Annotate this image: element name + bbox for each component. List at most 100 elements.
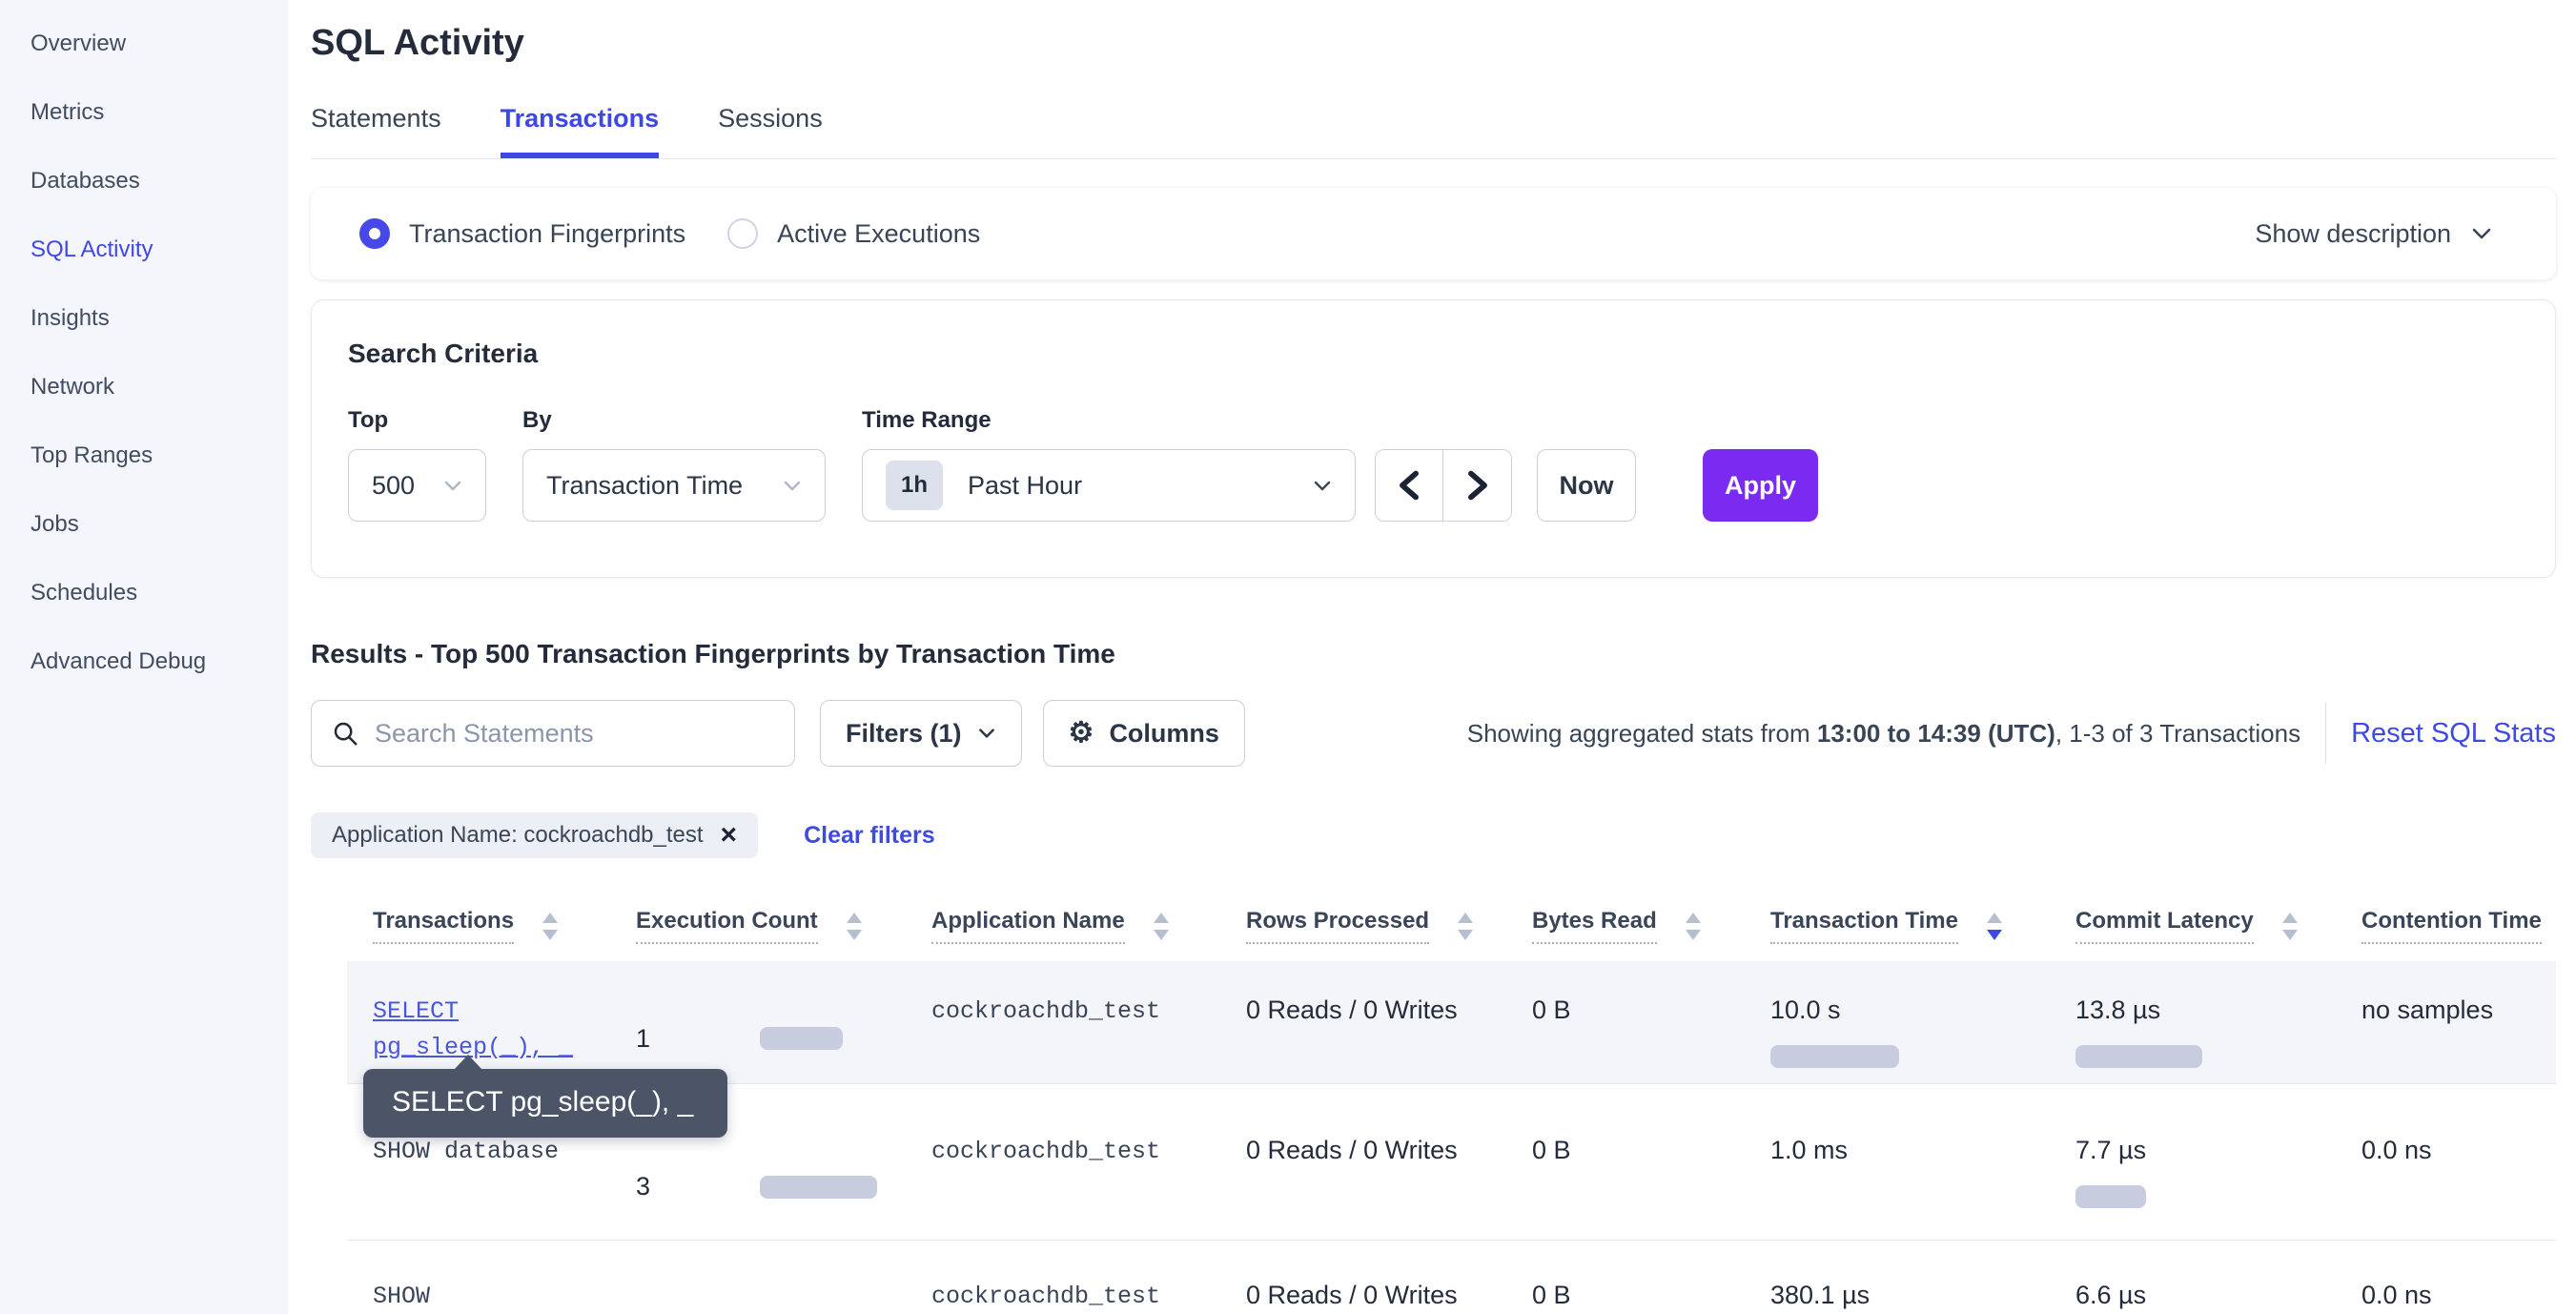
application-name-cell: cockroachdb_test: [931, 1138, 1161, 1165]
application-name-cell: cockroachdb_test: [931, 997, 1161, 1025]
transaction-time-cell: 1.0 ms: [1745, 1134, 2050, 1240]
sort-icon-active-desc[interactable]: [1986, 912, 2002, 940]
filter-chip-label: Application Name: cockroachdb_test: [332, 822, 704, 848]
show-description-label: Show description: [2255, 218, 2451, 248]
transaction-fingerprint-text[interactable]: SHOW application_name: [373, 1283, 431, 1310]
sidebar-item-jobs[interactable]: Jobs: [31, 511, 79, 537]
table-row: SELECT pg_sleep(_), _ 1 cockroachdb_test…: [347, 961, 2556, 1138]
radio-label: Active Executions: [777, 218, 981, 248]
page-title: SQL Activity: [311, 23, 524, 63]
column-header-bytes-read: Bytes Read: [1506, 908, 1745, 944]
time-range-arrows: [1375, 449, 1512, 522]
column-header-label[interactable]: Execution Count: [636, 908, 818, 944]
column-header-label[interactable]: Contention Time: [2361, 908, 2542, 944]
commit-latency-cell: 13.8 µs: [2050, 994, 2336, 1083]
by-field: By Transaction Time: [522, 407, 826, 522]
sort-icon[interactable]: [1153, 912, 1169, 940]
time-range-next-button[interactable]: [1443, 450, 1511, 521]
sort-icon[interactable]: [846, 912, 862, 940]
sort-icon[interactable]: [1685, 912, 1701, 940]
filters-button[interactable]: Filters (1): [820, 700, 1022, 767]
column-header-label[interactable]: Rows Processed: [1246, 908, 1430, 944]
clear-filters-link[interactable]: Clear filters: [804, 821, 935, 849]
transaction-time-value: 380.1 µs: [1770, 1281, 1871, 1309]
applied-filter-chip: Application Name: cockroachdb_test ×: [311, 812, 759, 858]
chevron-left-icon: [1400, 470, 1419, 501]
transaction-fingerprint-text[interactable]: SHOW database: [373, 1138, 560, 1165]
column-header-label[interactable]: Bytes Read: [1532, 908, 1657, 944]
execution-count-bar: [760, 1027, 843, 1050]
application-name-cell: cockroachdb_test: [931, 1283, 1161, 1310]
sidebar-item-insights[interactable]: Insights: [31, 305, 110, 331]
stats-suffix: , 1-3 of 3 Transactions: [2055, 718, 2301, 748]
column-header-label[interactable]: Commit Latency: [2075, 908, 2254, 944]
transaction-fingerprint-link[interactable]: SELECT pg_sleep(_), _: [373, 997, 574, 1061]
radio-unselected-icon[interactable]: [727, 218, 759, 249]
radio-transaction-fingerprints[interactable]: Transaction Fingerprints: [359, 218, 685, 249]
view-toggle-card: Transaction Fingerprints Active Executio…: [311, 188, 2556, 279]
column-header-transaction-time: Transaction Time: [1745, 908, 2050, 944]
sort-icon[interactable]: [1458, 912, 1474, 940]
time-range-select[interactable]: 1h Past Hour: [862, 449, 1356, 522]
search-criteria-row: Top 500 By Transaction Time Time Range 1…: [348, 407, 2519, 522]
sidebar-item-advanced-debug[interactable]: Advanced Debug: [31, 648, 207, 674]
radio-active-executions[interactable]: Active Executions: [727, 218, 980, 249]
contention-time-cell: 0.0 ns: [2361, 1136, 2432, 1164]
now-button[interactable]: Now: [1537, 449, 1636, 522]
sidebar-item-schedules[interactable]: Schedules: [31, 580, 138, 606]
column-header-label[interactable]: Transactions: [373, 908, 515, 944]
commit-latency-bar: [2075, 1185, 2146, 1208]
table-row: SHOW database 3 cockroachdb_test 0 Reads…: [347, 1083, 2556, 1240]
radio-selected-icon[interactable]: [359, 218, 390, 249]
top-label: Top: [348, 407, 389, 433]
sidebar-item-sql-activity[interactable]: SQL Activity: [31, 236, 153, 262]
transaction-time-bar: [1770, 1045, 1899, 1068]
transactions-table: Transactions Execution Count Application…: [347, 908, 2556, 1314]
execution-count-cell: 1: [610, 994, 906, 1083]
by-select[interactable]: Transaction Time: [522, 449, 826, 522]
column-header-label[interactable]: Transaction Time: [1770, 908, 1958, 944]
search-input[interactable]: [375, 718, 775, 749]
column-header-contention-time: Contention Time: [2336, 908, 2556, 944]
columns-button-label: Columns: [1109, 718, 1219, 748]
commit-latency-value: 7.7 µs: [2075, 1136, 2147, 1164]
execution-count-value: 1: [636, 1023, 651, 1053]
table-header-row: Transactions Execution Count Application…: [347, 908, 2556, 961]
time-range-prev-button[interactable]: [1376, 450, 1443, 521]
stats-prefix: Showing aggregated stats from: [1466, 718, 1817, 748]
transaction-time-value: 10.0 s: [1770, 996, 1841, 1024]
tab-sessions[interactable]: Sessions: [718, 104, 823, 133]
sort-icon[interactable]: [2281, 912, 2298, 940]
reset-sql-stats-link[interactable]: Reset SQL Stats: [2351, 717, 2556, 749]
time-range-badge: 1h: [886, 461, 944, 510]
sidebar-item-network[interactable]: Network: [31, 374, 115, 400]
sidebar-item-databases[interactable]: Databases: [31, 168, 140, 194]
sidebar-item-overview[interactable]: Overview: [31, 31, 127, 56]
search-criteria-heading: Search Criteria: [348, 339, 539, 368]
commit-latency-bar: [2075, 1045, 2202, 1068]
by-label: By: [522, 407, 552, 433]
top-select[interactable]: 500: [348, 449, 486, 522]
sidebar-item-metrics[interactable]: Metrics: [31, 99, 105, 125]
remove-filter-icon[interactable]: ×: [720, 819, 738, 851]
execution-count-value: 3: [636, 1172, 651, 1201]
transaction-time-cell: 380.1 µs: [1745, 1279, 2050, 1314]
main-content: SQL Activity Statements Transactions Ses…: [288, 0, 2576, 1314]
execution-count-cell: 3: [610, 1134, 906, 1240]
vertical-divider: [2325, 703, 2327, 764]
search-criteria-card: Search Criteria Top 500 By Transaction T…: [311, 299, 2556, 578]
transaction-cell: SHOW database: [347, 1134, 595, 1240]
results-heading: Results - Top 500 Transaction Fingerprin…: [311, 639, 1115, 668]
apply-button[interactable]: Apply: [1703, 449, 1818, 522]
bytes-read-cell: 0 B: [1532, 1281, 1571, 1309]
sidebar-item-top-ranges[interactable]: Top Ranges: [31, 442, 153, 468]
show-description-toggle[interactable]: Show description: [2255, 219, 2493, 249]
chevron-down-icon: [978, 729, 994, 738]
tab-transactions[interactable]: Transactions: [500, 104, 660, 158]
columns-button[interactable]: ⚙ Columns: [1042, 700, 1245, 767]
column-header-label[interactable]: Application Name: [931, 908, 1125, 944]
filters-button-label: Filters (1): [846, 718, 962, 748]
sort-icon[interactable]: [542, 912, 559, 940]
tab-statements[interactable]: Statements: [311, 104, 441, 133]
transaction-time-cell: 10.0 s: [1745, 994, 2050, 1083]
